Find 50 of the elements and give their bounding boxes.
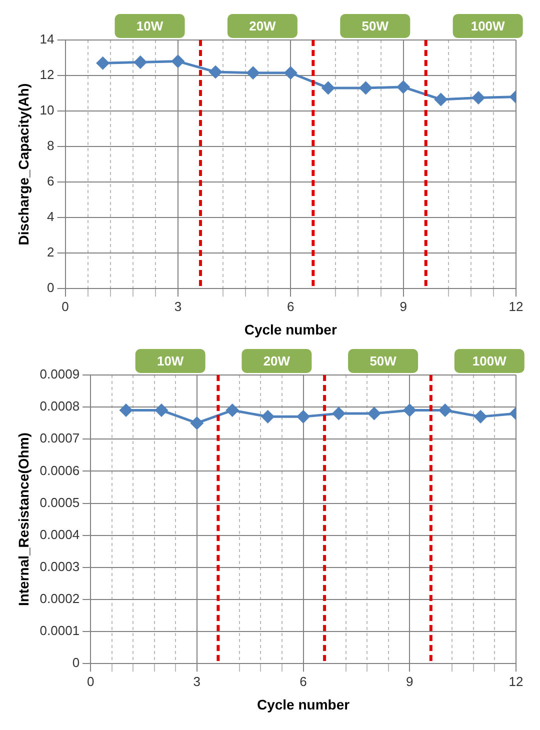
text: 100W bbox=[472, 354, 508, 369]
y-axis-title: Discharge_Capacity(Ah) bbox=[15, 83, 32, 246]
text: 100W bbox=[470, 18, 506, 34]
x-tick-label: 9 bbox=[400, 298, 407, 314]
point bbox=[246, 66, 260, 80]
x-tick-label: 0 bbox=[86, 674, 94, 689]
x-tick-label: 6 bbox=[300, 674, 307, 689]
point bbox=[322, 82, 334, 94]
y-tick-label: 6 bbox=[47, 174, 54, 189]
y-tick-label: 0.0005 bbox=[40, 494, 80, 510]
point bbox=[472, 91, 485, 104]
text: 50W bbox=[370, 354, 398, 369]
y-tick-label: 12 bbox=[40, 67, 54, 82]
y-tick-label: 0.0006 bbox=[40, 462, 80, 478]
x-axis-title: Cycle number bbox=[244, 321, 338, 338]
y-tick-label: 0.0002 bbox=[40, 591, 80, 606]
x-tick-label: 9 bbox=[406, 674, 414, 689]
point bbox=[434, 93, 448, 106]
text: 20W bbox=[249, 18, 277, 34]
x-tick-label: 3 bbox=[193, 674, 201, 689]
x-tick-label: 3 bbox=[174, 298, 182, 314]
point bbox=[96, 56, 110, 70]
y-tick-label: 0.0003 bbox=[40, 558, 80, 574]
y-tick-label: 0.0001 bbox=[40, 623, 80, 638]
text: 50W bbox=[362, 18, 390, 34]
point bbox=[360, 82, 372, 94]
point bbox=[397, 80, 410, 94]
y-tick-label: 4 bbox=[47, 209, 54, 224]
y-tick-label: 0.0009 bbox=[40, 366, 80, 382]
y-tick-label: 0 bbox=[72, 655, 80, 670]
y-tick-label: 0.0004 bbox=[40, 526, 80, 542]
text: 20W bbox=[263, 354, 291, 369]
y-tick-label: 10 bbox=[40, 102, 54, 118]
y-axis-title: Internal_Resistance(Ohm) bbox=[15, 432, 32, 606]
y-tick-label: 0.0008 bbox=[40, 398, 80, 414]
x-tick-label: 12 bbox=[508, 674, 524, 689]
text: 10W bbox=[156, 354, 184, 369]
y-tick-label: 0.0007 bbox=[40, 430, 80, 446]
x-tick-label: 12 bbox=[508, 298, 524, 314]
text: 10W bbox=[136, 18, 164, 34]
y-tick-label: 2 bbox=[47, 244, 54, 260]
point bbox=[134, 56, 147, 68]
y-tick-label: 0 bbox=[47, 280, 54, 296]
y-tick-label: 14 bbox=[40, 32, 54, 47]
x-tick-label: 6 bbox=[287, 298, 294, 314]
point bbox=[172, 55, 184, 68]
x-axis-title: Cycle number bbox=[256, 696, 350, 712]
point bbox=[284, 66, 297, 80]
y-tick-label: 8 bbox=[47, 138, 54, 154]
point bbox=[209, 66, 222, 78]
